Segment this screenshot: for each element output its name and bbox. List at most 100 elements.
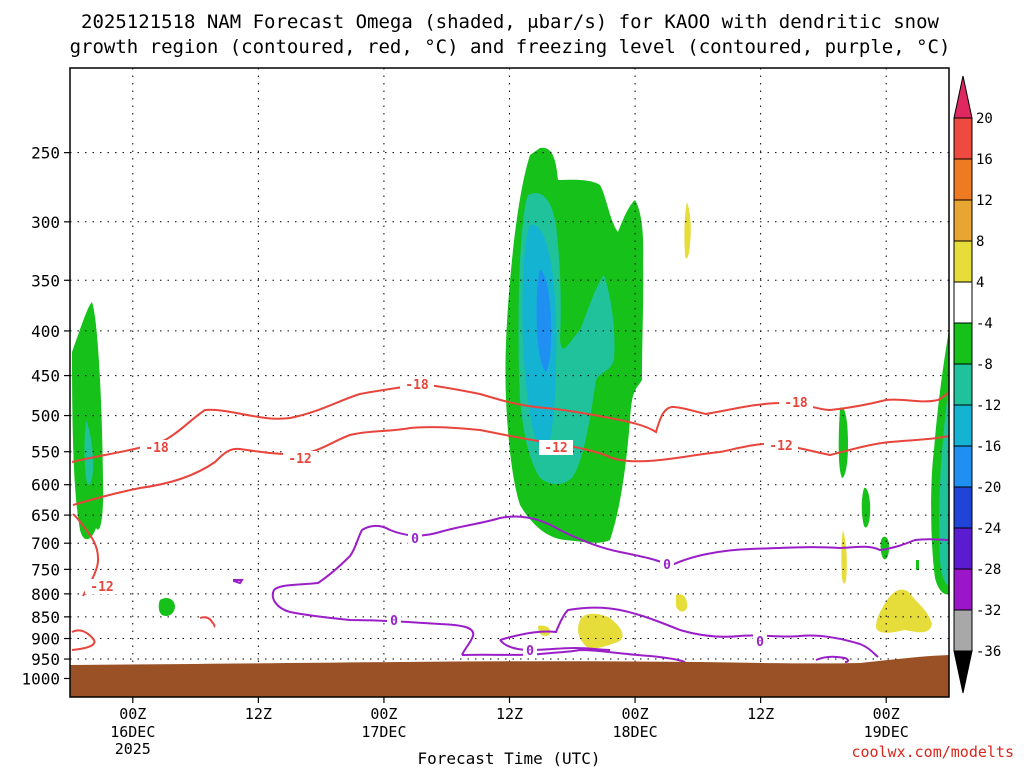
colorbar-label: 16 <box>976 152 993 168</box>
x-tick-date: 19DEC <box>864 723 909 741</box>
contour-label-bg <box>764 438 798 453</box>
dgz-contour-minus12-bottom <box>71 629 96 651</box>
y-tick-label: 500 <box>31 407 60 426</box>
colorbar-bottom-arrow <box>953 650 973 694</box>
chart-title-line-1: 2025121518 NAM Forecast Omega (shaded, μ… <box>81 11 939 33</box>
contour-label-dgz-5: -12 <box>544 441 567 456</box>
omega-pos-patch-1 <box>684 202 691 259</box>
colorbar-box <box>953 404 973 447</box>
freezing-contour-lower-inner <box>499 639 611 652</box>
omega-pos-patch-2 <box>676 594 688 612</box>
y-tick-label: 700 <box>31 534 60 553</box>
freezing-contour-bottom <box>461 648 686 663</box>
y-tick-label: 950 <box>31 650 60 669</box>
colorbar-label: -20 <box>976 480 1001 496</box>
x-tick-date: 18DEC <box>612 723 657 741</box>
omega-shade-blob-5 <box>916 560 919 570</box>
x-tick-label: 00Z <box>873 705 900 723</box>
y-tick-label: 650 <box>31 506 60 525</box>
y-tick-label: 350 <box>31 271 60 290</box>
colorbar-label: -24 <box>976 521 1001 537</box>
y-tick-label: 1000 <box>21 669 60 688</box>
y-tick-label: 900 <box>31 630 60 649</box>
terrain-fill <box>70 655 949 697</box>
y-tick-label: 600 <box>31 476 60 495</box>
colorbar-box <box>953 281 973 324</box>
colorbar-label: -32 <box>976 603 1001 619</box>
dgz-contour-minus18 <box>71 382 950 463</box>
colorbar-label: -12 <box>976 398 1001 414</box>
contour-labels: -18 -18 -18 -12 -12 -12 -12 0 0 0 0 0 <box>85 377 813 659</box>
contour-label-bg <box>753 634 767 649</box>
y-tick-label: 400 <box>31 322 60 341</box>
freezing-contour-tiny <box>233 579 244 585</box>
contour-label-freezing-4: 0 <box>756 635 764 650</box>
y-tick-label: 300 <box>31 213 60 232</box>
x-tick-label: 12Z <box>747 705 774 723</box>
omega-shade-left-teal <box>84 420 94 485</box>
colorbar-box <box>953 240 973 283</box>
x-axis-label: Forecast Time (UTC) <box>417 749 600 768</box>
y-tick-label: 250 <box>31 144 60 163</box>
contour-label-freezing-1: 0 <box>411 532 419 547</box>
omega-shade-blob-1 <box>158 598 175 616</box>
colorbar-top-arrow <box>953 75 973 119</box>
x-tick-year: 2025 <box>115 740 151 758</box>
colorbar-label: -36 <box>976 644 1001 660</box>
colorbar-label: -4 <box>976 316 993 332</box>
x-tick-label: 00Z <box>622 705 649 723</box>
colorbar-box <box>953 568 973 611</box>
omega-shade-right-teal <box>939 390 949 586</box>
colorbar: 20 16 12 8 4 -4 -8 -12 -16 -20 -24 -28 -32 -36 <box>953 75 1001 694</box>
x-tick-label: 12Z <box>496 705 523 723</box>
credit-text: coolwx.com/modelts <box>851 743 1014 761</box>
contour-label-bg <box>85 579 119 594</box>
omega-shade-blob-4 <box>880 536 890 560</box>
omega-shade-plume-blue <box>536 270 552 372</box>
colorbar-box <box>953 486 973 529</box>
y-tick-label: 750 <box>31 560 60 579</box>
dgz-contour-minus12-upper <box>72 426 950 506</box>
colorbar-label: 8 <box>976 234 984 250</box>
colorbar-box <box>953 199 973 242</box>
contour-label-bg <box>660 557 674 572</box>
colorbar-box <box>953 609 973 652</box>
freezing-contour-small-loop <box>815 655 849 663</box>
freezing-contour-inner <box>499 606 879 658</box>
y-tick-label: 550 <box>31 443 60 462</box>
y-tick-label: 850 <box>31 608 60 627</box>
colorbar-box <box>953 322 973 365</box>
freezing-contour-main <box>273 515 950 591</box>
contour-label-dgz-6: -12 <box>769 439 792 454</box>
contour-label-dgz-1: -18 <box>405 378 429 393</box>
colorbar-label: 4 <box>976 275 984 291</box>
contour-label-bg <box>539 440 573 455</box>
omega-pos-patch-6 <box>876 589 932 633</box>
y-axis: 250 300 350 400 450 500 550 600 650 700 750 800 850 9… <box>21 144 70 688</box>
x-tick-date: 17DEC <box>361 723 406 741</box>
colorbar-label: 20 <box>976 111 993 127</box>
contour-label-bg <box>400 377 434 392</box>
contour-label-bg <box>523 643 537 658</box>
x-tick-label: 00Z <box>370 705 397 723</box>
omega-shade-left-green <box>72 302 104 540</box>
dgz-contour-small <box>199 616 216 628</box>
chart-title-line-2: growth region (contoured, red, °C) and f… <box>70 36 951 58</box>
x-tick-label: 00Z <box>119 705 146 723</box>
contour-label-dgz-2: -18 <box>784 396 808 411</box>
x-tick-label: 12Z <box>245 705 272 723</box>
colorbar-box <box>953 363 973 406</box>
y-tick-label: 800 <box>31 585 60 604</box>
x-tick-date: 16DEC <box>110 723 155 741</box>
colorbar-label: 12 <box>976 193 993 209</box>
omega-shade-blob-2 <box>838 407 848 478</box>
colorbar-box <box>953 527 973 570</box>
contour-label-bg <box>408 531 422 546</box>
colorbar-label: -28 <box>976 562 1001 578</box>
contour-label-bg <box>387 613 401 628</box>
contour-label-freezing-5: 0 <box>526 644 534 659</box>
contour-label-freezing-3: 0 <box>390 614 398 629</box>
